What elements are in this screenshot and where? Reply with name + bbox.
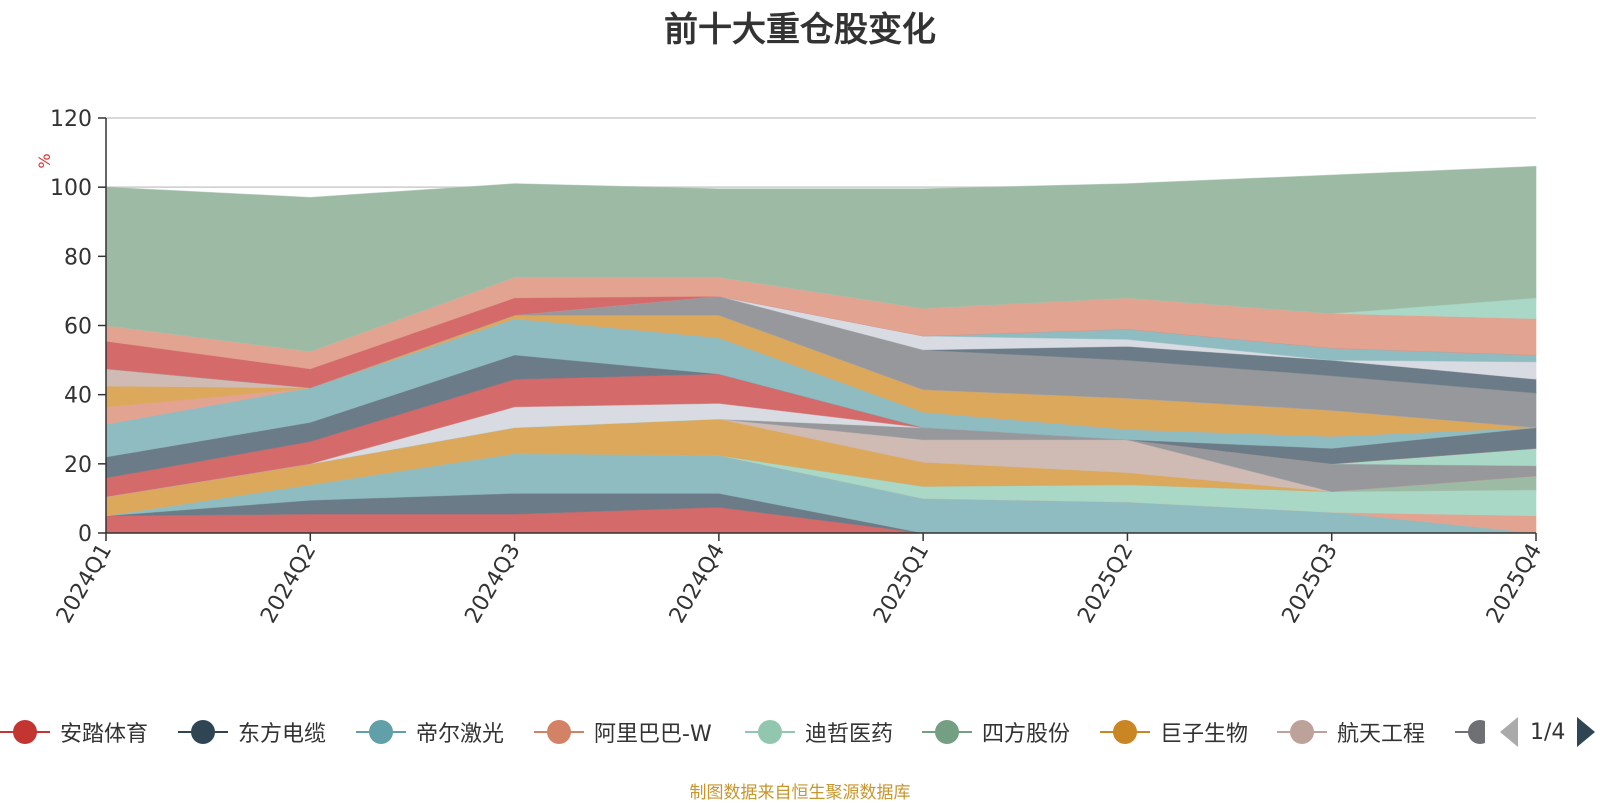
y-tick-label: 20 [64,453,92,478]
legend-label: 航天工程 [1337,722,1426,747]
legend-item[interactable]: 阿里巴巴-W [534,712,712,752]
legend-label: 迪哲医药 [805,722,894,747]
legend-label: 阿里巴巴-W [594,722,712,747]
legend-item[interactable]: 帝尔激光 [356,712,504,752]
x-tick-label: 2025Q3 [1278,540,1343,628]
legend-marker-dot [1113,720,1137,744]
legend-marker-dot [547,720,571,744]
legend-marker-icon [1100,712,1150,752]
legend-item[interactable]: 四方股份 [922,712,1070,752]
x-tick-label: 2025Q2 [1073,540,1138,628]
x-tick-label: 2025Q1 [869,540,934,628]
legend-item[interactable]: 迪哲医药 [745,712,893,752]
legend-item[interactable] [1455,712,1485,752]
legend-label: 巨子生物 [1160,722,1249,747]
source-note: 制图数据来自恒生聚源数据库 [689,783,911,803]
legend-page-indicator: 1/4 [1530,719,1566,745]
legend-marker-icon [745,712,795,752]
x-tick-label: 2024Q3 [460,540,525,628]
x-tick-label: 2024Q4 [665,540,730,628]
y-tick-label: 120 [50,107,92,132]
legend: 安踏体育 东方电缆 帝尔激光 阿里巴巴-W 迪哲医药 四方股份 巨子生物 航天工程 1/4 [0,712,1600,752]
x-tick-label: 2025Q4 [1482,540,1547,628]
legend-marker-icon [0,712,50,752]
chart-title: 前十大重仓股变化 [664,10,936,50]
legend-marker-icon [356,712,406,752]
legend-item[interactable]: 巨子生物 [1100,712,1248,752]
legend-marker-icon [1277,712,1327,752]
legend-prev-page-icon[interactable] [1500,717,1518,747]
legend-next-page-icon[interactable] [1577,717,1596,747]
y-tick-label: 80 [64,245,92,270]
legend-marker-icon [178,712,228,752]
legend-label: 安踏体育 [60,722,149,747]
x-tick-label: 2024Q1 [52,540,117,628]
legend-item[interactable]: 东方电缆 [178,712,326,752]
legend-marker-icon [1455,712,1485,752]
x-tick-labels: 2024Q1 2024Q2 2024Q3 2024Q4 2025Q1 2025Q2 2025… [52,533,1547,628]
legend-marker-dot [758,720,782,744]
legend-marker-dot [1468,720,1485,744]
y-tick-label: 100 [50,176,92,201]
x-tick-label: 2024Q2 [256,540,321,628]
y-tick-labels: 0 20 40 60 80 100 120 [50,107,106,547]
y-tick-label: 0 [78,522,92,547]
legend-item[interactable]: 航天工程 [1277,712,1425,752]
legend-item[interactable]: 安踏体育 [0,712,148,752]
legend-pager: 1/4 [1500,712,1596,752]
legend-label: 帝尔激光 [416,722,505,747]
legend-marker-icon [534,712,584,752]
legend-marker-dot [1290,720,1314,744]
y-axis-label: % [35,153,54,168]
y-tick-label: 60 [64,315,92,340]
legend-label: 四方股份 [982,722,1071,747]
legend-label: 东方电缆 [238,722,327,747]
series-area-其他[interactable] [105,165,1537,352]
legend-marker-dot [935,720,959,744]
legend-marker-dot [191,720,215,744]
series-areas [105,165,1537,534]
legend-marker-dot [369,720,393,744]
legend-marker-icon [922,712,972,752]
y-tick-label: 40 [64,384,92,409]
legend-marker-dot [13,720,37,744]
